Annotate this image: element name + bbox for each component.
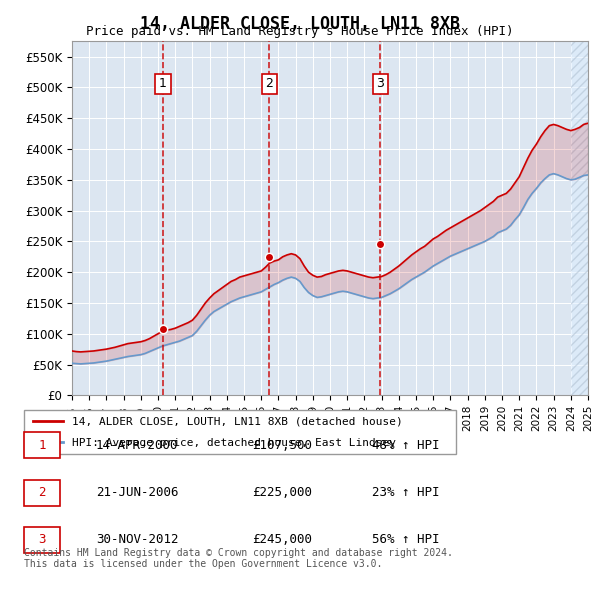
Text: 3: 3 <box>376 77 384 90</box>
Text: Price paid vs. HM Land Registry's House Price Index (HPI): Price paid vs. HM Land Registry's House … <box>86 25 514 38</box>
Text: Contains HM Land Registry data © Crown copyright and database right 2024.
This d: Contains HM Land Registry data © Crown c… <box>24 548 453 569</box>
Text: 56% ↑ HPI: 56% ↑ HPI <box>372 533 439 546</box>
Text: 3: 3 <box>38 533 46 546</box>
Text: 23% ↑ HPI: 23% ↑ HPI <box>372 486 439 499</box>
Text: 14-APR-2000: 14-APR-2000 <box>96 439 179 452</box>
Text: 2: 2 <box>38 486 46 499</box>
FancyBboxPatch shape <box>24 410 456 454</box>
Text: 1: 1 <box>159 77 167 90</box>
Text: 21-JUN-2006: 21-JUN-2006 <box>96 486 179 499</box>
Text: £245,000: £245,000 <box>252 533 312 546</box>
Text: 2: 2 <box>265 77 273 90</box>
Text: 30-NOV-2012: 30-NOV-2012 <box>96 533 179 546</box>
Text: 48% ↑ HPI: 48% ↑ HPI <box>372 439 439 452</box>
Text: £107,500: £107,500 <box>252 439 312 452</box>
Text: 14, ALDER CLOSE, LOUTH, LN11 8XB (detached house): 14, ALDER CLOSE, LOUTH, LN11 8XB (detach… <box>71 417 402 427</box>
Text: HPI: Average price, detached house, East Lindsey: HPI: Average price, detached house, East… <box>71 438 395 448</box>
Text: 14, ALDER CLOSE, LOUTH, LN11 8XB: 14, ALDER CLOSE, LOUTH, LN11 8XB <box>140 15 460 33</box>
Text: 1: 1 <box>38 439 46 452</box>
Text: £225,000: £225,000 <box>252 486 312 499</box>
